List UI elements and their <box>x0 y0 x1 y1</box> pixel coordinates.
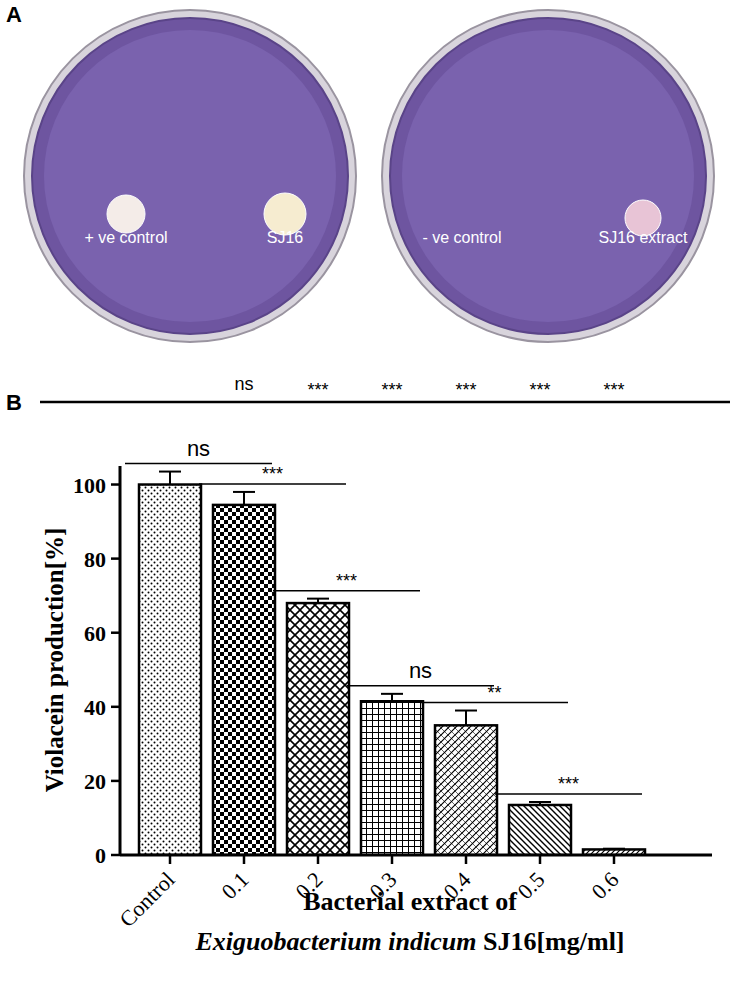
y-axis <box>119 466 122 855</box>
bar <box>139 485 201 855</box>
agar <box>390 18 706 334</box>
x-tick-label: 0.6 <box>586 867 623 904</box>
bar <box>213 505 275 855</box>
pairwise-label: *** <box>262 464 283 484</box>
error-bar <box>381 694 403 701</box>
y-tick <box>111 780 120 783</box>
x-axis <box>120 854 712 857</box>
x-axis-label-part: Exiguobacterium <box>194 927 381 956</box>
y-tick-label: 100 <box>73 473 106 498</box>
pairwise-label: *** <box>558 774 579 794</box>
x-tick-label: Control <box>114 867 179 932</box>
significance-label: *** <box>307 380 328 400</box>
plate-rim <box>382 10 714 342</box>
y-axis-label: Violacein production[%] <box>41 528 68 793</box>
error-stem <box>243 492 245 505</box>
error-bar <box>529 802 551 805</box>
error-bar <box>233 492 255 505</box>
agar-inner <box>402 30 694 322</box>
plate: + ve control SJ16 <box>24 10 356 342</box>
y-tick-label: 60 <box>84 621 106 646</box>
x-tick <box>317 855 320 864</box>
error-cap <box>233 491 255 493</box>
plate-rim <box>24 10 356 342</box>
significance-label: *** <box>381 380 402 400</box>
error-stem <box>169 472 171 485</box>
x-axis-label-part: SJ16[mg/ml] <box>476 927 624 956</box>
error-bar <box>455 711 477 726</box>
y-tick <box>111 706 120 709</box>
bar <box>361 701 423 855</box>
significance-label: *** <box>529 380 550 400</box>
error-bar <box>307 599 329 603</box>
agar <box>32 18 348 334</box>
y-tick-label: 40 <box>84 695 106 720</box>
y-tick <box>111 483 120 486</box>
agar-inner <box>44 30 336 322</box>
x-axis-label-part: indicum <box>382 927 477 956</box>
bar <box>287 603 349 855</box>
y-tick <box>111 631 120 634</box>
error-cap <box>529 801 551 803</box>
x-tick <box>243 855 246 864</box>
plate-label: - ve control <box>422 229 501 246</box>
y-tick-label: 20 <box>84 769 106 794</box>
plate-label: + ve control <box>84 229 167 246</box>
bar <box>509 805 571 855</box>
y-tick-label: 0 <box>95 843 106 868</box>
significance-line <box>40 401 730 404</box>
error-stem <box>465 711 467 726</box>
error-bar <box>603 848 625 850</box>
x-tick <box>539 855 542 864</box>
x-tick <box>169 855 172 864</box>
bars <box>139 472 645 855</box>
error-stem <box>391 694 393 701</box>
x-tick-label: 0.5 <box>512 867 549 904</box>
x-tick-label: 0.1 <box>216 867 253 904</box>
error-bar <box>159 472 181 485</box>
pairwise-label: ns <box>187 436 210 461</box>
bar <box>435 725 497 855</box>
pairwise-label: ns <box>409 658 432 683</box>
plate: - ve control SJ16 extract <box>382 10 714 342</box>
pairwise-line <box>125 463 272 465</box>
y-tick <box>111 854 120 857</box>
colony <box>107 195 145 233</box>
error-cap <box>455 710 477 712</box>
pairwise-label: *** <box>336 571 357 591</box>
x-axis-label: Bacterial extract of <box>303 887 517 916</box>
plate-label: SJ16 extract <box>599 229 688 246</box>
panel-label: B <box>6 390 22 415</box>
error-cap <box>307 598 329 600</box>
pairwise-label: ** <box>487 683 501 703</box>
x-tick <box>613 855 616 864</box>
significance-label: *** <box>603 380 624 400</box>
significance-label: *** <box>455 380 476 400</box>
error-cap <box>603 848 625 850</box>
y-tick <box>111 557 120 560</box>
plate-label: SJ16 <box>267 229 304 246</box>
x-tick <box>391 855 394 864</box>
x-tick <box>465 855 468 864</box>
error-cap <box>159 471 181 473</box>
y-tick-label: 80 <box>84 547 106 572</box>
significance-label: ns <box>234 374 253 394</box>
error-cap <box>381 693 403 695</box>
pairwise-line <box>347 685 494 687</box>
x-axis-label: Exiguobacterium indicum SJ16[mg/ml] <box>194 927 624 956</box>
panel-label: A <box>6 2 22 27</box>
